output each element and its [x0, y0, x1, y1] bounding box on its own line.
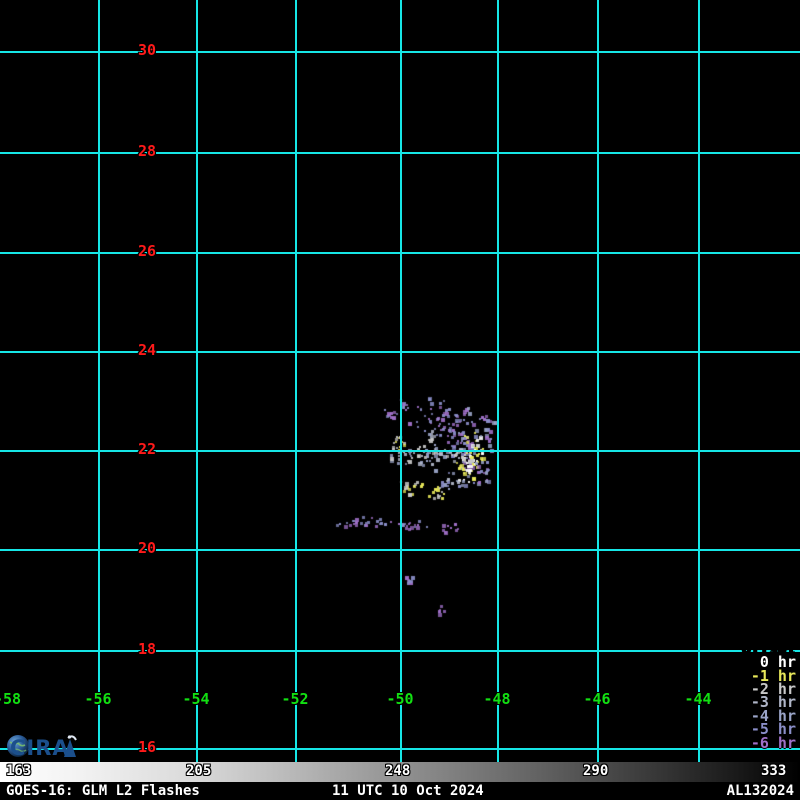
colorbar-tick-333: 333	[761, 763, 787, 779]
svg-text:CIRA: CIRA	[10, 736, 70, 760]
legend-entry-3: -3 hr	[750, 693, 796, 712]
legend-title: Offset	[741, 639, 796, 658]
legend-entry-0: 0 hr	[759, 653, 796, 672]
legend-entry-1: -1 hr	[750, 666, 796, 685]
colorbar-tick-290: 290	[583, 763, 609, 779]
brightness-temperature-colorbar: 163 205 248 290 333	[0, 762, 800, 782]
satellite-image-panel	[0, 0, 800, 762]
product-source-label: GOES-16: GLM L2 Flashes	[6, 783, 200, 799]
legend-entry-6: -6 hr	[750, 733, 796, 752]
status-bar: GOES-16: GLM L2 Flashes 11 UTC 10 Oct 20…	[0, 783, 800, 800]
colorbar-tick-205: 205	[186, 763, 212, 779]
legend-entry-2: -2 hr	[750, 679, 796, 698]
flash-offset-legend: Offset 0 hr -1 hr -2 hr -3 hr -4 hr -5 hr -6 h…	[741, 639, 796, 752]
legend-entry-5: -5 hr	[750, 720, 796, 739]
colorbar-tick-248: 248	[385, 763, 411, 779]
infrared-imagery-canvas	[0, 0, 800, 762]
cira-logo: CIRA	[2, 730, 102, 760]
storm-id-label: AL132024	[726, 783, 794, 799]
colorbar-tick-163: 163	[6, 763, 32, 779]
legend-entry-4: -4 hr	[750, 706, 796, 725]
timestamp-label: 11 UTC 10 Oct 2024	[332, 783, 484, 799]
